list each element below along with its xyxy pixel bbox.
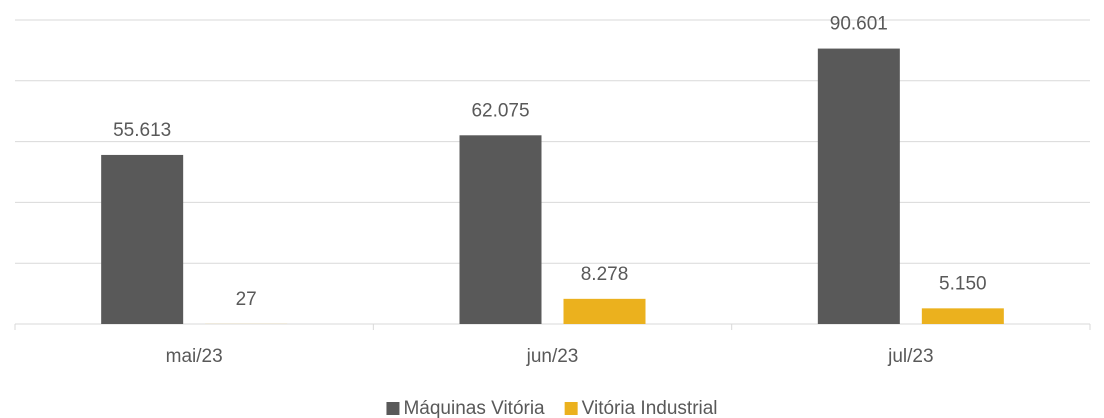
legend-label: Vitória Industrial — [582, 398, 718, 418]
x-tick-label: jun/23 — [526, 346, 579, 367]
bar — [563, 298, 646, 324]
data-label: 5.150 — [939, 273, 987, 294]
legend-swatch — [564, 402, 578, 415]
data-label: 27 — [236, 289, 257, 310]
bar — [921, 308, 1004, 324]
legend-label: Máquinas Vitória — [403, 398, 545, 418]
bar — [459, 135, 542, 324]
data-label: 62.075 — [471, 100, 529, 121]
bar — [101, 154, 184, 324]
x-tick-label: jul/23 — [887, 346, 933, 367]
x-tick-label: mai/23 — [166, 346, 223, 367]
data-label: 90.601 — [830, 14, 888, 35]
bar — [817, 48, 900, 324]
legend-swatch — [386, 402, 400, 415]
data-label: 8.278 — [581, 264, 629, 285]
data-label: 55.613 — [113, 120, 171, 141]
